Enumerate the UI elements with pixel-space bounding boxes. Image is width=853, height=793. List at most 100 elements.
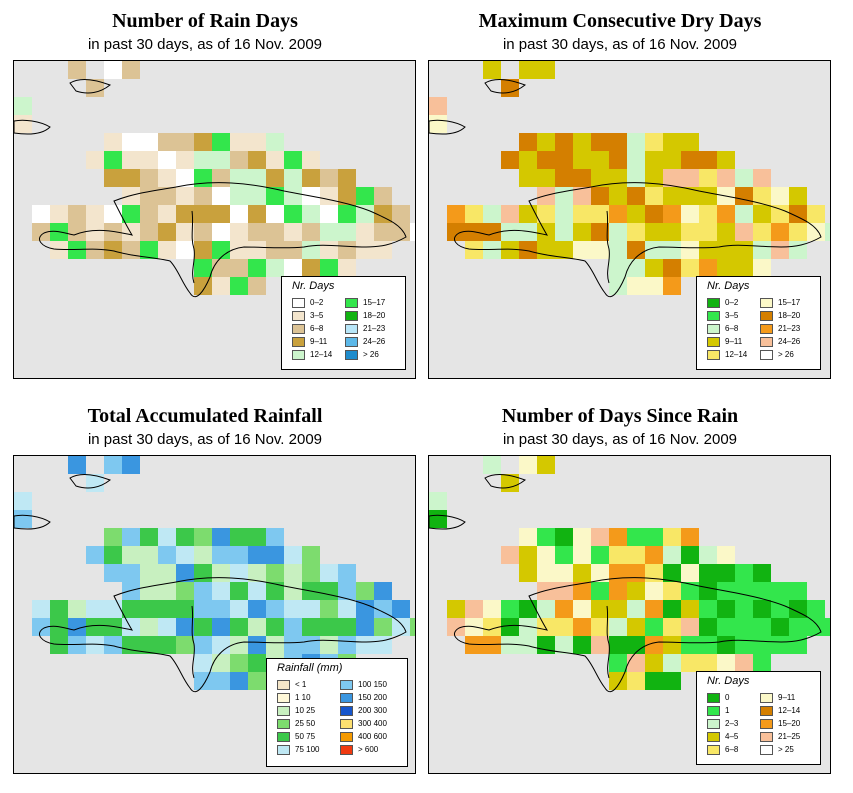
grid-cell: [86, 241, 104, 259]
grid-cell: [609, 133, 627, 151]
grid-cell: [717, 169, 735, 187]
grid-cell: [645, 672, 663, 690]
grid-cell: [212, 241, 230, 259]
legend-label: 6–8: [725, 745, 739, 754]
grid-cell: [284, 169, 302, 187]
grid-cell: [627, 618, 645, 636]
grid-cell: [735, 618, 753, 636]
grid-cell: [320, 582, 338, 600]
grid-cell: [338, 618, 356, 636]
grid-cell: [699, 636, 717, 654]
grid-cell: [212, 259, 230, 277]
grid-cell: [609, 187, 627, 205]
legend-label: < 1: [295, 680, 307, 689]
grid-cell: [627, 528, 645, 546]
legend-entry: 1: [707, 705, 729, 716]
grid-cell: [194, 151, 212, 169]
grid-cell: [230, 582, 248, 600]
legend-swatch: [345, 336, 358, 347]
grid-cell: [140, 205, 158, 223]
grid-cell: [609, 618, 627, 636]
grid-cell: [176, 223, 194, 241]
grid-cell: [519, 456, 537, 474]
grid-cell: [320, 259, 338, 277]
grid-cell: [248, 259, 266, 277]
grid-cell: [104, 223, 122, 241]
grid-cell: [194, 223, 212, 241]
legend-label: 300 400: [358, 719, 387, 728]
grid-cell: [320, 636, 338, 654]
grid-cell: [338, 241, 356, 259]
legend-label: > 600: [358, 745, 379, 754]
legend-entry: 300 400: [340, 718, 387, 729]
grid-cell: [122, 169, 140, 187]
grid-cell: [248, 277, 266, 295]
grid-cell: [591, 618, 609, 636]
grid-cell: [501, 151, 519, 169]
legend-entry: 3–5: [707, 310, 738, 321]
grid-cell: [392, 205, 410, 223]
grid-cell: [699, 600, 717, 618]
legend-label: 12–14: [725, 350, 748, 359]
grid-cell: [302, 546, 320, 564]
legend-swatch: [345, 349, 358, 360]
grid-cell: [248, 241, 266, 259]
grid-cell: [248, 528, 266, 546]
grid-cell: [789, 241, 807, 259]
grid-cell: [663, 618, 681, 636]
grid-cell: [230, 187, 248, 205]
grid-cell: [158, 205, 176, 223]
legend-entry: 200 300: [340, 705, 387, 716]
grid-cell: [753, 169, 771, 187]
legend-title: Nr. Days: [707, 280, 750, 292]
grid-cell: [266, 151, 284, 169]
grid-cell: [158, 582, 176, 600]
grid-cell: [248, 582, 266, 600]
legend-swatch: [760, 744, 773, 755]
grid-cell: [555, 600, 573, 618]
grid-cell: [519, 528, 537, 546]
legend-entry: 15–17: [345, 297, 385, 308]
grid-cell: [627, 600, 645, 618]
grid-cell: [663, 582, 681, 600]
grid-cell: [681, 169, 699, 187]
grid-cell: [825, 618, 830, 636]
legend-label: > 25: [778, 745, 794, 754]
panel-title: Total Accumulated Rainfall: [87, 405, 323, 427]
grid-cell: [429, 97, 447, 115]
grid-cell: [392, 618, 410, 636]
legend-entry: 0–2: [292, 297, 323, 308]
grid-cell: [465, 241, 483, 259]
grid-cell: [194, 187, 212, 205]
grid-cell: [194, 654, 212, 672]
grid-cell: [338, 600, 356, 618]
grid-cell: [573, 223, 591, 241]
grid-cell: [627, 241, 645, 259]
legend-entry: 9–11: [760, 692, 795, 703]
grid-cell: [68, 636, 86, 654]
grid-cell: [356, 636, 374, 654]
grid-cell: [356, 187, 374, 205]
grid-cell: [537, 223, 555, 241]
legend-swatch: [340, 705, 353, 716]
legend-swatch: [760, 718, 773, 729]
legend-swatch: [760, 310, 773, 321]
grid-cell: [699, 205, 717, 223]
legend-label: 15–20: [778, 719, 801, 728]
grid-cell: [158, 169, 176, 187]
grid-cell: [104, 151, 122, 169]
grid-cell: [194, 636, 212, 654]
coastline: [429, 514, 466, 530]
grid-cell: [663, 241, 681, 259]
grid-cell: [681, 259, 699, 277]
grid-cell: [519, 600, 537, 618]
grid-cell: [158, 546, 176, 564]
legend-entry: 18–20: [345, 310, 385, 321]
grid-cell: [483, 241, 501, 259]
grid-cell: [717, 223, 735, 241]
grid-cell: [194, 564, 212, 582]
legend-label: 0: [725, 693, 730, 702]
grid-cell: [14, 510, 32, 528]
grid-cell: [176, 241, 194, 259]
legend-swatch: [707, 718, 720, 729]
